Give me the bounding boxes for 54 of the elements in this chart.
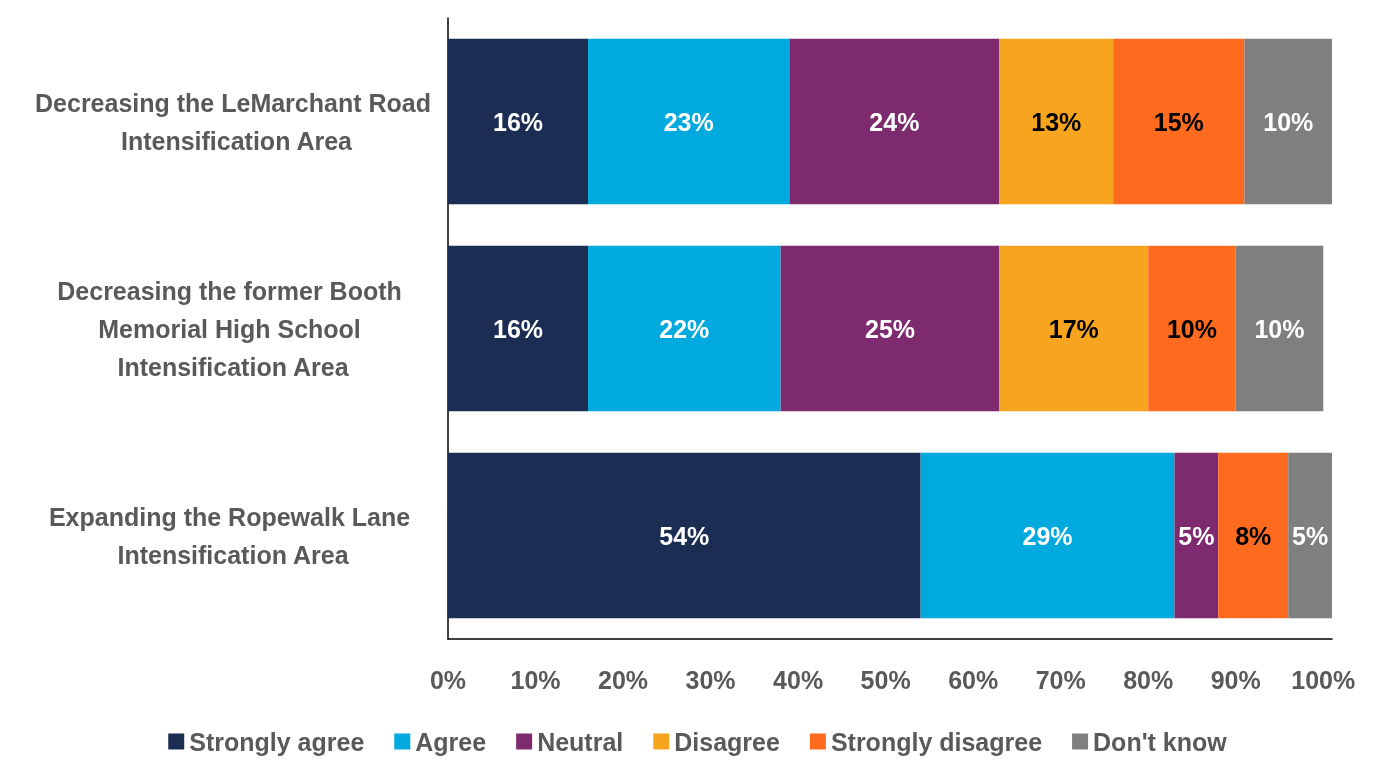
data-label: 5% — [1178, 521, 1215, 550]
legend-label: Agree — [415, 727, 487, 756]
y-tick-label: Decreasing the former Booth Memorial High School Intensification Area — [57, 276, 409, 381]
bar — [920, 452, 1175, 619]
data-label: 23% — [663, 107, 714, 136]
data-label: 24% — [869, 107, 920, 136]
bar — [789, 38, 1000, 205]
data-label: 10% — [1263, 107, 1314, 136]
bar — [999, 38, 1114, 205]
data-label: 10% — [1254, 314, 1305, 343]
data-label: 22% — [659, 314, 710, 343]
bar — [1244, 38, 1332, 205]
legend-label: Strongly disagree — [830, 727, 1043, 756]
x-tick-label: 90% — [1210, 665, 1261, 694]
x-tick-label: 60% — [948, 665, 999, 694]
x-tick-label: 20% — [598, 665, 649, 694]
data-label: 15% — [1153, 107, 1204, 136]
data-label: 16% — [493, 314, 544, 343]
bar — [780, 245, 1000, 412]
data-label: 29% — [1022, 521, 1073, 550]
bar — [1235, 245, 1324, 412]
data-label: 10% — [1166, 314, 1217, 343]
x-tick-label: 0% — [429, 665, 467, 694]
data-label: 17% — [1048, 314, 1099, 343]
bar — [588, 38, 790, 205]
x-tick-label: 10% — [510, 665, 561, 694]
bar — [1174, 452, 1219, 619]
bar — [1288, 452, 1332, 619]
legend-label: Neutral — [537, 727, 624, 756]
bar — [1218, 452, 1289, 619]
y-tick-label: Decreasing the LeMarchant Road Intensification Area — [35, 88, 431, 155]
x-tick-label: 70% — [1035, 665, 1086, 694]
data-label: 25% — [864, 314, 916, 343]
legend-label: Disagree — [674, 727, 780, 756]
x-tick-label: 100% — [1291, 665, 1356, 694]
legend-label: Strongly agree — [189, 727, 365, 756]
data-label: 54% — [659, 521, 710, 550]
x-tick-label: 30% — [685, 665, 736, 694]
x-tick-label: 40% — [773, 665, 824, 694]
data-label: 5% — [1292, 521, 1329, 550]
x-tick-label: 50% — [860, 665, 911, 694]
bar — [1148, 245, 1236, 412]
bar — [448, 452, 921, 619]
bar — [999, 245, 1149, 412]
bar — [448, 38, 589, 205]
data-label: 13% — [1031, 107, 1082, 136]
x-tick-label: 80% — [1123, 665, 1174, 694]
data-label: 16% — [493, 107, 544, 136]
legend-label: Don't know — [1093, 727, 1228, 756]
bar — [1113, 38, 1245, 205]
bar — [448, 245, 589, 412]
data-label: 8% — [1235, 521, 1272, 550]
bar — [588, 245, 781, 412]
y-tick-label: Expanding the Ropewalk Lane Intensification Area — [48, 502, 418, 569]
